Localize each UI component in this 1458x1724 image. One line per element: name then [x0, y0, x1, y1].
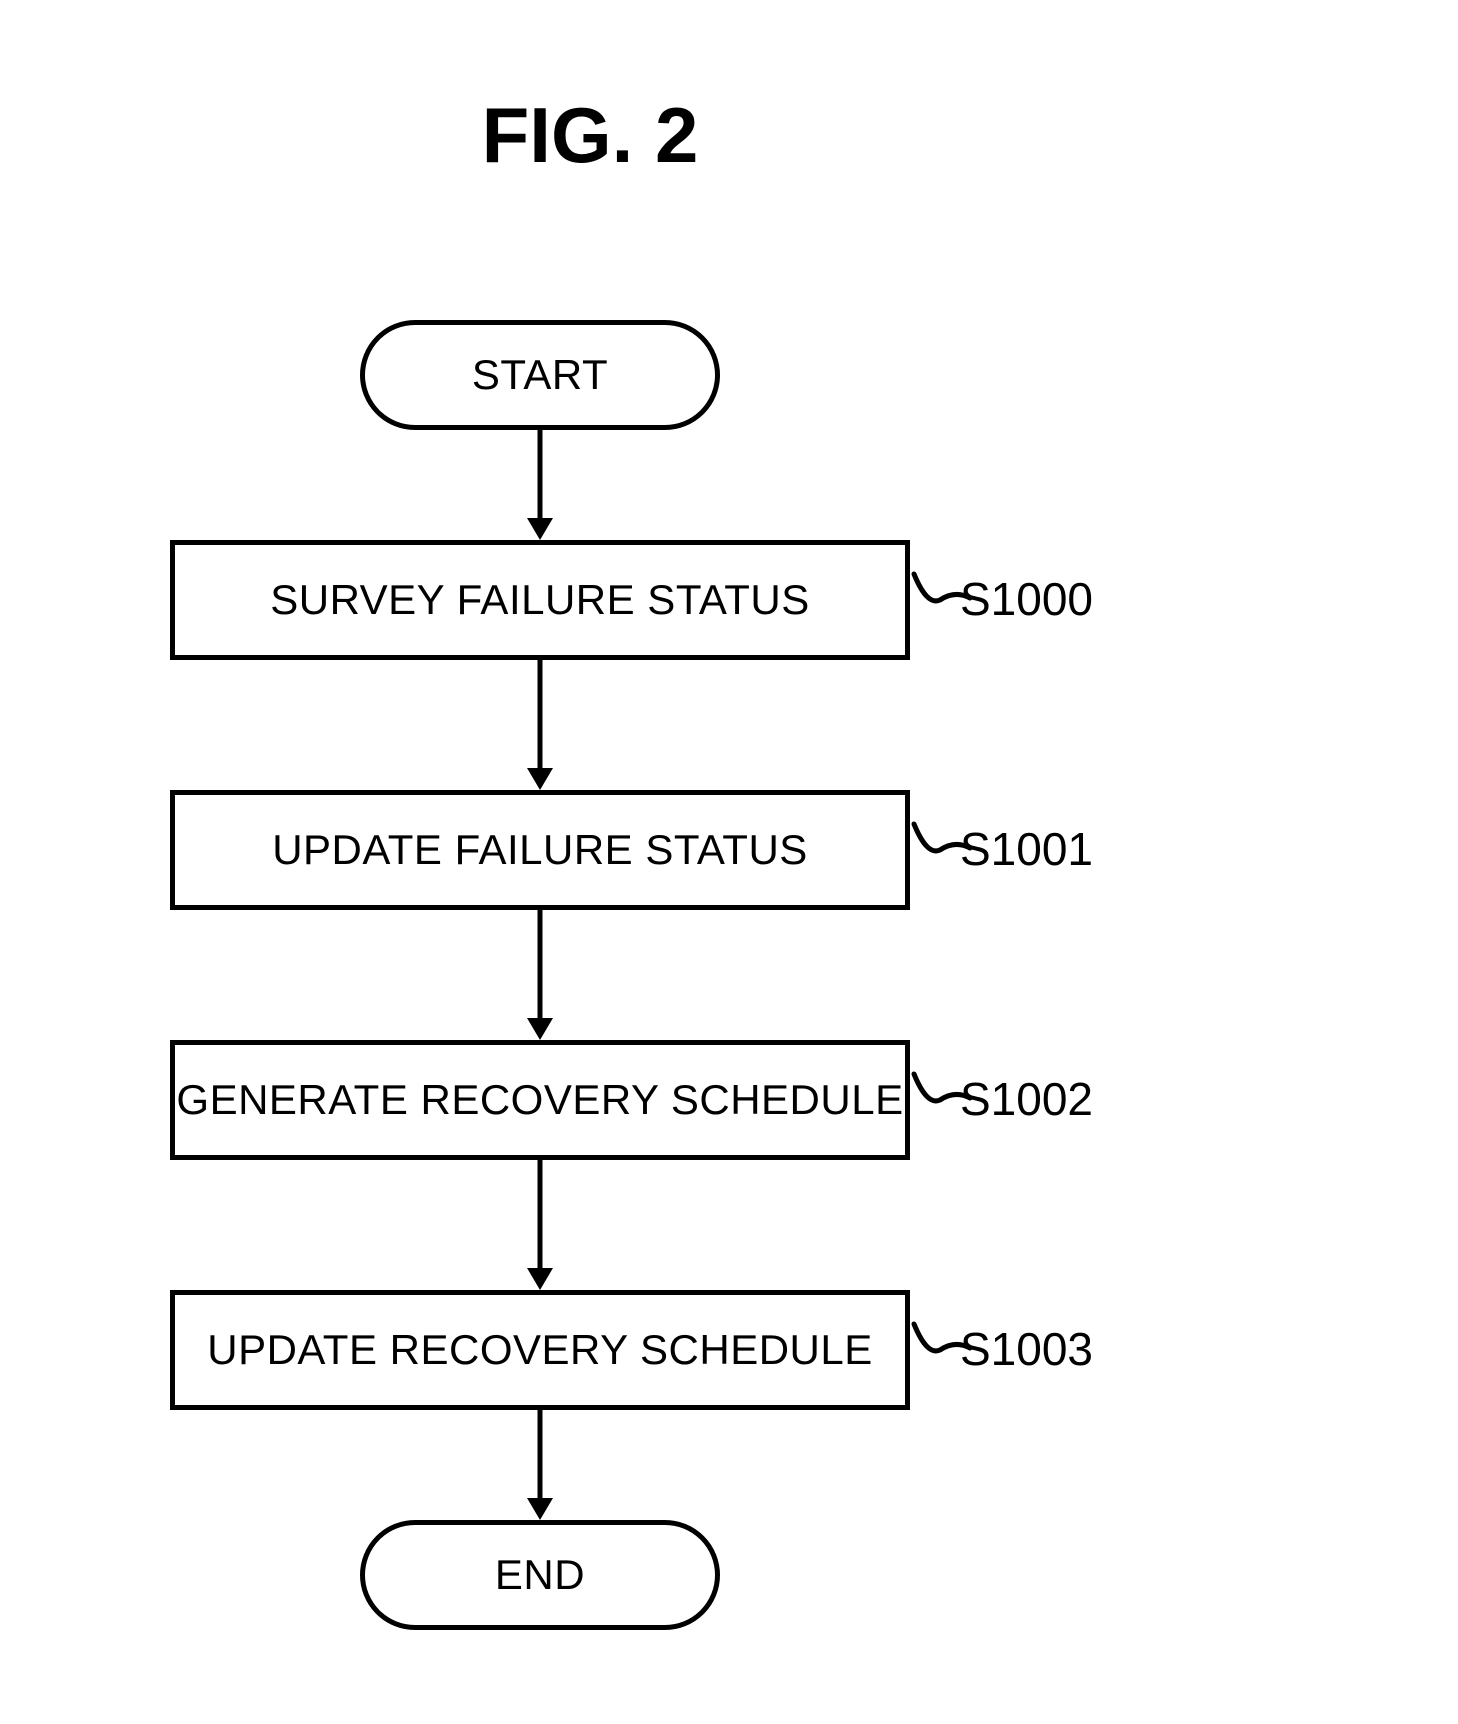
flowchart-canvas: FIG. 2 STARTSURVEY FAILURE STATUSS1000UP…: [0, 0, 1458, 1724]
arrow-s1003-to-end: [0, 0, 1458, 1724]
